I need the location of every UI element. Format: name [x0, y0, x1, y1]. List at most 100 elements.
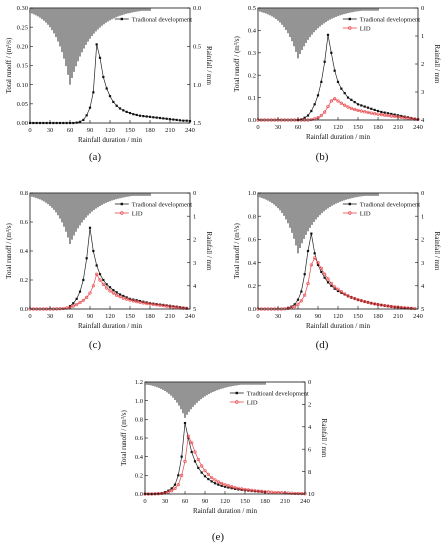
data-point	[303, 293, 307, 297]
x-tick-label: 30	[47, 127, 54, 134]
data-point	[409, 306, 413, 310]
data-point	[363, 110, 367, 114]
series-traditional	[68, 226, 188, 310]
data-point	[360, 104, 363, 107]
y-tick-label: 0.6	[135, 435, 144, 442]
y2-tick-label: 2	[308, 402, 311, 409]
data-point	[356, 298, 360, 302]
data-point	[379, 303, 383, 307]
y-axis-label: Total runoff / (m³/s)	[5, 37, 13, 93]
data-point	[340, 87, 343, 90]
data-point	[61, 306, 65, 311]
y-tick-label: 0.2	[248, 72, 256, 79]
data-point	[161, 304, 165, 308]
data-point	[299, 299, 303, 303]
y-tick-label: 0.20	[17, 44, 28, 51]
data-point	[236, 486, 240, 490]
series-lid	[256, 256, 417, 311]
data-point	[386, 304, 390, 308]
data-point	[390, 112, 393, 116]
data-point	[349, 295, 353, 300]
y-tick-label: 0.4	[20, 248, 29, 255]
data-point	[356, 108, 360, 112]
x-tick-label: 180	[373, 313, 383, 320]
data-point	[227, 486, 230, 489]
legend-label: Tradional development	[132, 201, 192, 208]
y-tick-label: 0.0	[20, 306, 28, 313]
x-tick-label: 60	[67, 313, 74, 320]
data-point	[185, 306, 189, 311]
y-tick-label: 1.2	[135, 379, 143, 386]
data-point	[135, 300, 139, 304]
data-point	[173, 486, 177, 491]
x-tick-label: 90	[202, 498, 209, 505]
data-point	[243, 489, 247, 492]
data-point	[168, 118, 172, 121]
data-point	[330, 51, 333, 54]
chart-panel-4: 0 30 60 90 120 150 180 210 2400.00.20.40.60.81.0…	[233, 190, 441, 330]
data-point	[353, 107, 357, 112]
data-point	[131, 299, 135, 303]
data-point	[125, 110, 128, 113]
data-point	[105, 87, 108, 90]
data-point	[148, 115, 152, 118]
data-point	[162, 117, 165, 120]
data-point	[81, 298, 85, 302]
legend-marker	[348, 26, 352, 30]
data-point	[346, 294, 350, 298]
data-point	[373, 108, 376, 112]
y-tick-label: 0.5	[248, 5, 256, 12]
y-axis-label: Total runoff / (m³/s)	[120, 409, 128, 465]
series-line	[145, 423, 266, 495]
x-tick-label: 240	[185, 313, 195, 320]
y-axis-label: Total runoff / (m³/s)	[233, 35, 241, 91]
data-point	[320, 270, 323, 273]
data-point	[353, 100, 356, 104]
x-tick-label: 240	[413, 124, 423, 131]
y-tick-label: 0.6	[20, 219, 29, 226]
data-point	[406, 116, 410, 120]
data-point	[413, 306, 417, 311]
y2-tick-label: 4	[421, 283, 425, 290]
legend-label: LID	[360, 210, 371, 217]
x-tick-label: 0	[143, 498, 146, 505]
data-point	[329, 99, 333, 103]
data-point	[82, 278, 85, 282]
data-point	[333, 69, 336, 72]
data-point	[336, 287, 340, 291]
y-tick-label: 0.0	[248, 117, 256, 124]
data-point	[118, 293, 122, 296]
data-point	[152, 116, 155, 119]
y-tick-label: 0.15	[17, 63, 28, 70]
data-point	[313, 103, 316, 106]
data-point	[95, 264, 98, 267]
data-point	[330, 284, 333, 287]
y-tick-label: 0.6	[248, 237, 257, 244]
legend-marker	[348, 202, 351, 206]
data-point	[206, 472, 210, 477]
y-tick-label: 0.10	[17, 82, 28, 89]
panel-caption: (c)	[89, 339, 102, 351]
data-point	[98, 56, 102, 59]
data-point	[366, 106, 370, 109]
data-point	[393, 305, 397, 309]
data-point	[319, 113, 323, 118]
data-point	[135, 113, 138, 117]
data-point	[223, 485, 227, 488]
data-point	[148, 302, 152, 305]
data-point	[176, 483, 180, 487]
y2-tick-label: 1	[421, 33, 424, 40]
y-tick-label: 0.1	[248, 95, 256, 102]
data-point	[151, 302, 155, 306]
legend-marker	[120, 211, 124, 215]
data-point	[343, 292, 347, 296]
x-tick-label: 60	[182, 498, 189, 505]
x-tick-label: 30	[47, 313, 54, 320]
data-point	[386, 113, 390, 118]
data-point	[182, 119, 185, 122]
x-tick-label: 150	[353, 124, 363, 131]
y-tick-label: 0.30	[17, 5, 28, 12]
y-tick-label: 0.2	[20, 277, 28, 284]
data-point	[170, 487, 173, 490]
data-point	[85, 114, 88, 117]
